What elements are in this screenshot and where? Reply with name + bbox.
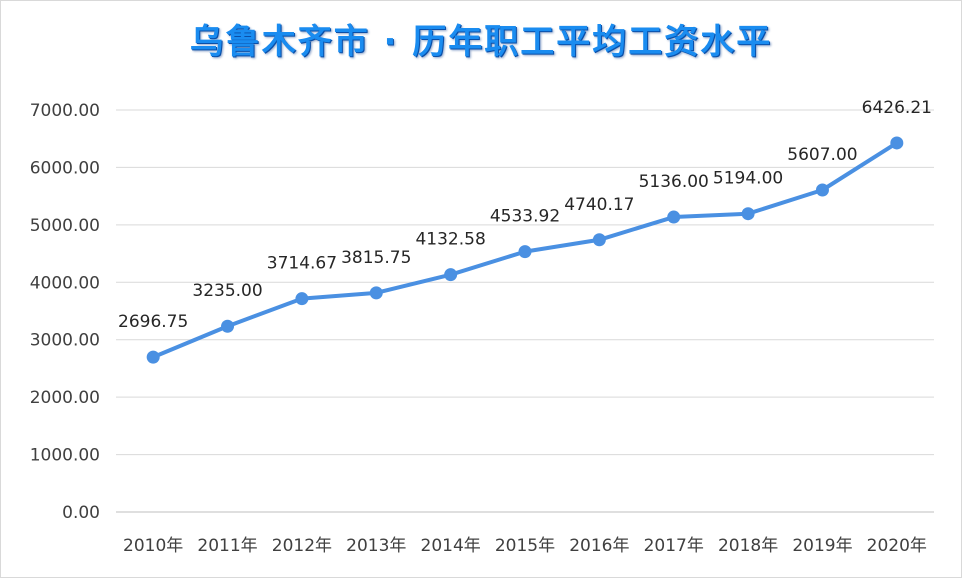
y-tick-label: 5000.00 xyxy=(30,216,100,236)
x-tick-label: 2011年 xyxy=(197,536,257,556)
data-point xyxy=(369,286,383,300)
data-label: 2696.75 xyxy=(118,312,188,332)
y-axis-ticks: 0.00 1000.00 2000.00 3000.00 4000.00 5000.00 6… xyxy=(30,101,100,523)
data-label: 4740.17 xyxy=(564,195,634,215)
data-point xyxy=(221,319,235,333)
data-label: 4132.58 xyxy=(415,230,485,250)
data-label: 4533.92 xyxy=(490,207,560,227)
data-point xyxy=(444,268,458,282)
x-tick-label: 2012年 xyxy=(272,536,332,556)
data-label: 3714.67 xyxy=(267,254,337,274)
y-tick-label: 2000.00 xyxy=(30,388,100,408)
y-tick-label: 3000.00 xyxy=(30,331,100,351)
x-tick-label: 2010年 xyxy=(123,536,183,556)
data-point xyxy=(592,233,606,247)
data-point xyxy=(146,350,160,364)
y-tick-label: 4000.00 xyxy=(30,273,100,293)
x-tick-label: 2020年 xyxy=(867,536,927,556)
x-tick-label: 2014年 xyxy=(421,536,481,556)
x-tick-label: 2019年 xyxy=(792,536,852,556)
data-label: 5194.00 xyxy=(713,169,783,189)
data-label: 3235.00 xyxy=(192,281,262,301)
data-point xyxy=(741,207,755,221)
x-tick-label: 2013年 xyxy=(346,536,406,556)
gridlines xyxy=(116,109,934,513)
data-label: 6426.21 xyxy=(862,98,932,118)
data-label: 5136.00 xyxy=(639,172,709,192)
y-tick-label: 7000.00 xyxy=(30,101,100,121)
data-point xyxy=(890,136,904,150)
data-point xyxy=(815,183,829,197)
x-tick-label: 2015年 xyxy=(495,536,555,556)
data-point xyxy=(667,210,681,224)
x-tick-label: 2016年 xyxy=(569,536,629,556)
y-tick-label: 6000.00 xyxy=(30,158,100,178)
data-point xyxy=(518,245,532,259)
data-label: 5607.00 xyxy=(787,145,857,165)
y-tick-label: 0.00 xyxy=(62,503,100,523)
chart-title: 乌鲁木齐市 · 历年职工平均工资水平 xyxy=(189,22,773,62)
data-label: 3815.75 xyxy=(341,248,411,268)
data-points xyxy=(146,136,904,364)
x-tick-label: 2017年 xyxy=(644,536,704,556)
y-tick-label: 1000.00 xyxy=(30,446,100,466)
x-axis-ticks: 2010年 2011年 2012年 2013年 2014年 2015年 2016年 2017年… xyxy=(123,536,927,556)
x-tick-label: 2018年 xyxy=(718,536,778,556)
data-point xyxy=(295,292,309,306)
